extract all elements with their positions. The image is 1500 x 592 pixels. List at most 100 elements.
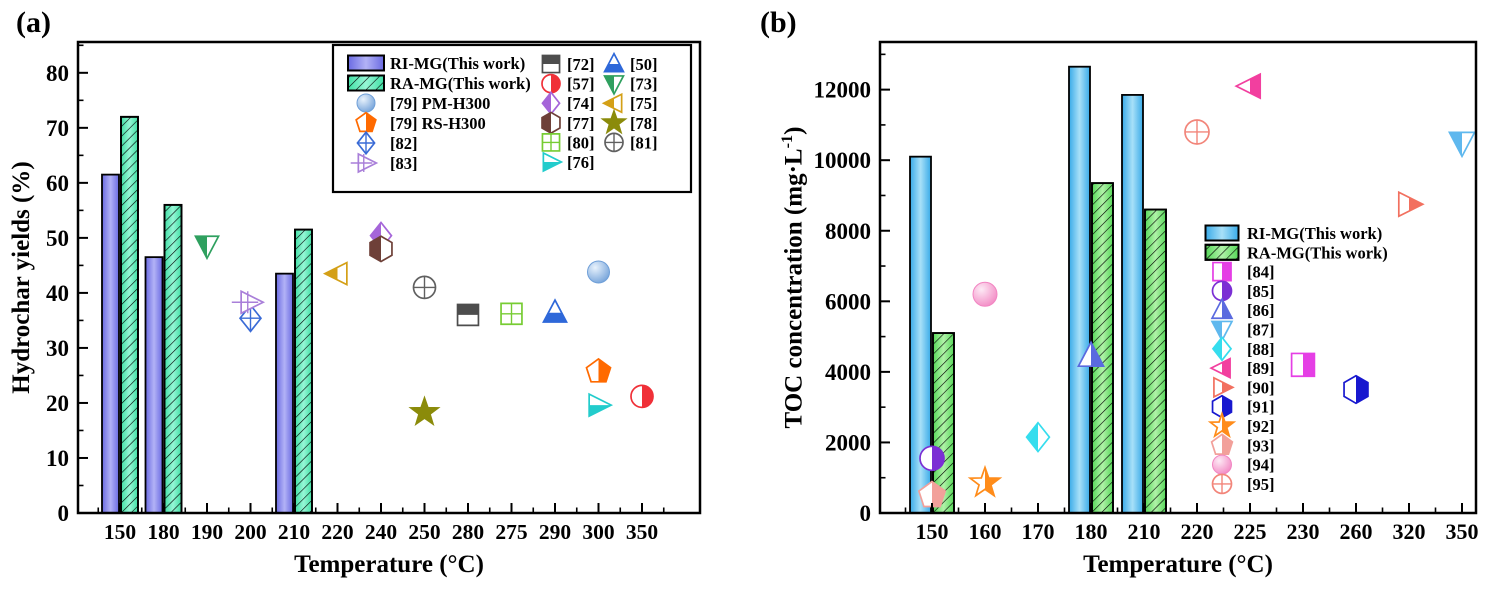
label-text: ) [780, 126, 808, 135]
x-tick-label: 170 [1022, 519, 1055, 544]
marker-m76 [588, 392, 614, 418]
marker-m73 [194, 235, 220, 261]
legend-label: [79] RS-H300 [390, 114, 486, 133]
legend-label: [79] PM-H300 [390, 94, 490, 113]
y-tick-label: 40 [46, 281, 69, 306]
x-tick-label: 210 [278, 520, 310, 544]
legend-label: [50] [630, 55, 658, 74]
x-tick-label: 210 [1128, 519, 1161, 544]
x-axis: 150 160 170 180 210 220 225 230 260 320 350 [904, 503, 1479, 544]
legend-border [331, 43, 693, 194]
x-tick-label: 225 [1234, 519, 1267, 544]
marker-m80 [500, 302, 523, 326]
legend-label: [93] [1247, 436, 1275, 455]
panel-b-letter: (b) [760, 6, 797, 39]
marker-m88 [1211, 336, 1233, 362]
marker-m50 [603, 51, 625, 73]
legend-label: [85] [1247, 282, 1275, 301]
bar-ri-mg-210 [275, 272, 294, 514]
legend-b: RI-MG(This work)RA-MG(This work)[84][85]… [1204, 224, 1388, 495]
legend-label: [75] [630, 94, 658, 113]
marker-m83 [231, 289, 266, 315]
marker-m84 [1212, 261, 1232, 282]
y-tick-label: 6000 [825, 289, 871, 314]
x-tick-label: 250 [408, 520, 440, 544]
marker-m80 [541, 132, 561, 152]
x-axis: 150 180 190 200 210 220 240 250 280 275 290 300 350 [97, 503, 665, 544]
legend-label: [77] [567, 114, 595, 133]
legend-entry: RA-MG(This work) [1204, 243, 1388, 262]
marker-m87 [1447, 131, 1477, 159]
bar-series-group [101, 115, 313, 514]
legend-label: [80] [567, 133, 595, 152]
legend-entry: [90] [1213, 376, 1275, 399]
legend-label: [76] [567, 153, 595, 172]
y-tick-label: 12000 [814, 78, 872, 103]
legend-entry: [91] [1211, 394, 1275, 419]
x-tick-label: 240 [365, 520, 397, 544]
marker-m91 [1211, 394, 1233, 419]
marker-m83 [350, 152, 379, 174]
legend-label: RI-MG(This work) [390, 54, 525, 73]
label-text: TOC concentration (mg·L [780, 148, 808, 429]
marker-m77 [541, 111, 561, 135]
y-tick-label: 0 [860, 501, 872, 526]
y-tick-label: 80 [46, 61, 69, 86]
legend-entry: [79] PM-H300 [356, 93, 490, 113]
marker-m86 [1076, 340, 1106, 368]
x-tick-label: 350 [1446, 519, 1479, 544]
superscript: -1 [778, 134, 796, 149]
legend-entry: [77] [541, 111, 595, 135]
legend-label: RA-MG(This work) [390, 74, 531, 93]
y-tick-label: 60 [46, 171, 69, 196]
marker-m75 [322, 261, 348, 287]
marker-m74 [541, 91, 561, 116]
marker-m85 [1211, 280, 1233, 302]
panel-a-y-axis-title: Hydrochar yields (%) [8, 42, 36, 513]
legend-label: [57] [567, 75, 595, 94]
legend-entry: [92] [1207, 411, 1275, 439]
marker-m75 [601, 92, 623, 114]
marker-m81 [604, 132, 624, 153]
bar-ri-mg-210 [1121, 94, 1144, 514]
marker-m86 [1210, 297, 1234, 320]
x-tick-label: 150 [916, 519, 949, 544]
marker-m85 [919, 445, 945, 472]
y-tick-label: 30 [46, 336, 69, 361]
x-tick-label: 220 [1181, 519, 1214, 544]
panel-b-y-axis-title: TOC concentration (mg·L-1) [778, 42, 808, 513]
legend-entry: [83] [350, 152, 418, 174]
bar-ri-mg-180 [144, 256, 164, 514]
y-tick-label: 10000 [814, 148, 872, 173]
scatter-series-group [917, 72, 1477, 508]
x-tick-label: 220 [321, 520, 353, 544]
legend-label: [81] [630, 133, 658, 152]
legend-a: RI-MG(This work)RA-MG(This work)[79] PM-… [331, 43, 693, 194]
marker-m94 [1211, 454, 1233, 475]
marker-m84 [1290, 352, 1316, 378]
legend-entry: [80] [541, 132, 595, 152]
legend-entry: [78] [600, 108, 658, 135]
marker-pm [586, 260, 611, 284]
x-tick-label: 350 [626, 520, 658, 544]
scatter-series-group [194, 221, 654, 426]
x-tick-label: 290 [539, 520, 571, 544]
y-tick-label: 10 [46, 446, 69, 471]
marker-m78 [408, 395, 441, 426]
legend-label: [87] [1247, 321, 1275, 340]
y-axis: 0 2000 4000 6000 8000 10000 12000 [814, 53, 890, 526]
legend-entry: [74] [541, 91, 595, 116]
x-tick-label: 275 [495, 520, 527, 544]
legend-label: [72] [567, 55, 595, 74]
legend-label: [73] [630, 75, 658, 94]
legend-label: [92] [1247, 417, 1275, 436]
marker-m92 [1207, 411, 1237, 439]
marker-m72 [456, 303, 480, 327]
y-tick-label: 50 [46, 226, 69, 251]
legend-entry: [93] [1210, 433, 1275, 455]
x-tick-label: 180 [147, 520, 179, 544]
legend-entry: [72] [541, 54, 595, 74]
legend-label: [91] [1247, 398, 1275, 417]
marker-rs [585, 357, 612, 383]
plot-frame [878, 40, 1478, 515]
